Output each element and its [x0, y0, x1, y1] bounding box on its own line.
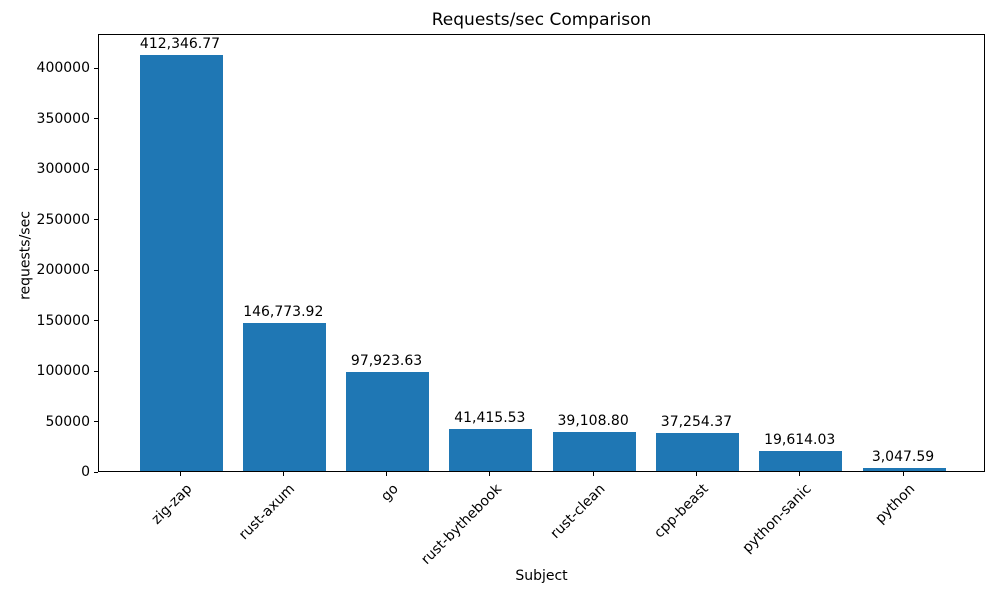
bar-go	[346, 372, 430, 471]
bar-value-label-python-sanic: 19,614.03	[764, 432, 836, 449]
x-tick-mark	[799, 472, 801, 476]
x-tick-mark	[282, 472, 284, 476]
y-tick-mark	[94, 421, 98, 422]
y-tick-label: 400000	[36, 60, 90, 77]
y-tick-label: 150000	[36, 312, 90, 329]
bar-value-label-go: 97,923.63	[350, 353, 423, 370]
y-tick-mark	[94, 118, 98, 120]
bar-rust-bythebook	[449, 429, 533, 471]
y-tick-label: 200000	[36, 262, 90, 279]
x-tick-label-rust-axum: rust-axum	[236, 481, 299, 544]
chart-title: Requests/sec Comparison	[431, 10, 652, 30]
y-tick-mark	[94, 67, 98, 69]
y-tick-mark	[94, 471, 98, 473]
y-tick-mark	[94, 370, 98, 372]
bar-value-label-rust-axum: 146,773.92	[243, 303, 324, 320]
x-tick-mark	[386, 472, 388, 476]
x-tick-label-python-sanic: python-sanic	[739, 481, 816, 557]
x-tick-mark	[179, 472, 181, 476]
bar-value-label-rust-clean: 39,108.80	[557, 412, 629, 429]
bar-rust-axum	[242, 322, 326, 471]
x-tick-label-rust-bythebook: rust-bythebook	[418, 481, 506, 568]
bar-python-sanic	[759, 451, 843, 471]
bar-value-label-zig-zap: 412,346.77	[139, 35, 221, 52]
x-axis-label: Subject	[515, 568, 568, 584]
x-tick-label-go: go	[378, 481, 402, 505]
x-tick-label-cpp-beast: cpp-beast	[651, 481, 712, 542]
x-tick-mark	[489, 472, 491, 476]
bar-zig-zap	[139, 54, 223, 471]
y-tick-label: 50000	[45, 413, 90, 430]
x-tick-mark	[695, 472, 697, 476]
plot-area	[98, 34, 985, 472]
y-tick-mark	[94, 168, 98, 170]
bar-value-label-cpp-beast: 37,254.37	[660, 414, 733, 431]
y-tick-label: 300000	[36, 161, 90, 178]
y-tick-mark	[94, 219, 98, 221]
y-tick-label: 100000	[36, 363, 90, 379]
bar-python	[862, 467, 946, 471]
y-tick-label: 250000	[36, 211, 90, 228]
bar-value-label-python: 3,047.59	[871, 448, 935, 465]
y-tick-label: 350000	[36, 110, 90, 127]
x-tick-label-zig-zap: zig-zap	[148, 481, 196, 528]
x-tick-label-python: python	[872, 481, 919, 527]
x-tick-mark	[902, 472, 904, 476]
y-tick-mark	[94, 320, 98, 321]
x-tick-mark	[592, 472, 594, 476]
y-axis-label: requests/sec	[17, 211, 34, 300]
bar-rust-clean	[552, 431, 636, 471]
bar-cpp-beast	[655, 433, 739, 471]
bar-value-label-rust-bythebook: 41,415.53	[454, 410, 526, 427]
y-tick-mark	[94, 269, 98, 271]
y-tick-label: 0	[81, 464, 90, 480]
x-tick-label-rust-clean: rust-clean	[547, 481, 609, 542]
